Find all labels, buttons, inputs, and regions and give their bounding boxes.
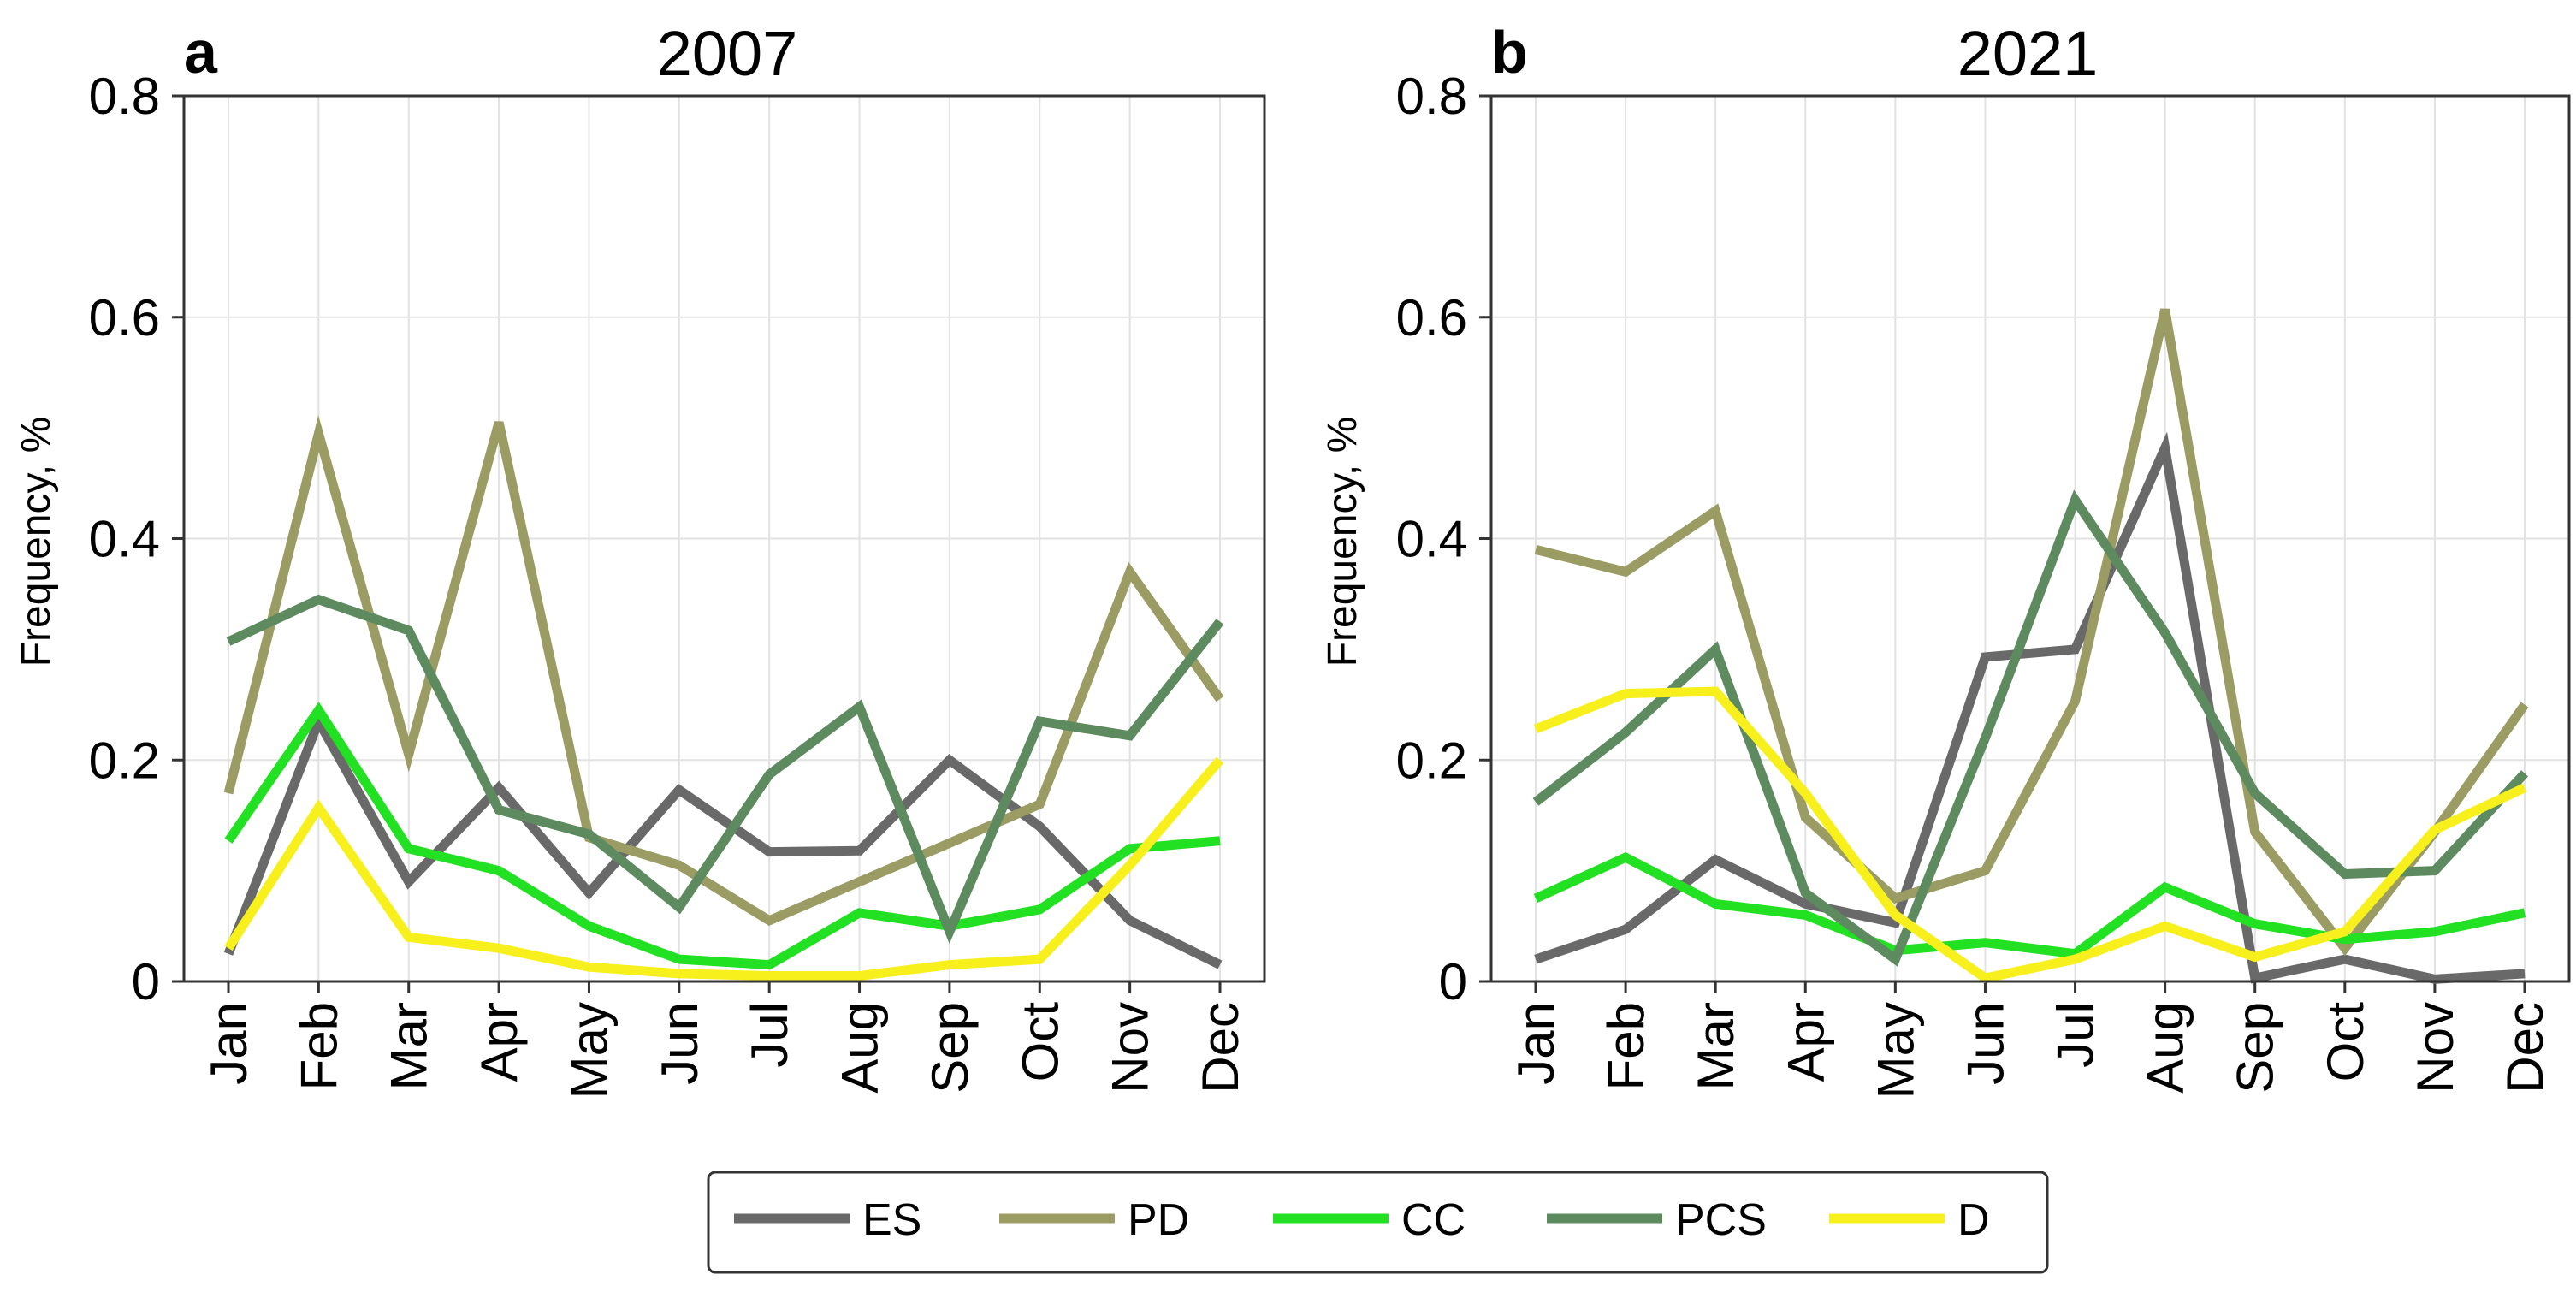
- series-line-pd: [1534, 308, 2529, 957]
- x-tick-label: Nov: [2407, 1002, 2464, 1094]
- y-tick-label: 0: [1439, 953, 1467, 1011]
- panel-letter: a: [184, 19, 218, 86]
- x-tick-label: Mar: [1687, 1002, 1744, 1090]
- x-tick-label: Jan: [200, 1002, 258, 1085]
- series-line-d: [224, 756, 1224, 981]
- x-tick-label: Mar: [381, 1002, 438, 1090]
- series-line-es: [223, 710, 1223, 969]
- x-tick-labels: Jan Feb Mar Apr May Jun Jul Aug Sep Oct Nov Dec: [200, 981, 1249, 1099]
- x-tick-label: Jul: [2047, 1002, 2105, 1068]
- y-axis-label: Frequency, %: [1320, 417, 1365, 667]
- series-line-pcs: [226, 594, 1224, 945]
- x-tick-label: May: [560, 1002, 618, 1099]
- legend-label: CC: [1401, 1195, 1466, 1245]
- legend-label: PCS: [1675, 1195, 1767, 1245]
- panel-title: 2007: [657, 18, 798, 89]
- series-lines: [223, 415, 1224, 981]
- panel-b: b 2021 Frequency, % 0 0.2 0.4 0.6 0.8 Jan Feb…: [1320, 18, 2571, 1099]
- legend-label: D: [1957, 1195, 1990, 1245]
- y-tick-label: 0.4: [89, 511, 160, 568]
- x-tick-label: Jan: [1507, 1002, 1565, 1085]
- series-lines: [1532, 308, 2529, 984]
- y-tick-labels: 0 0.2 0.4 0.6 0.8: [1396, 68, 1491, 1011]
- gridlines: [1491, 95, 2569, 982]
- panel-title: 2021: [1957, 18, 2099, 89]
- x-tick-label: Feb: [1597, 1002, 1655, 1090]
- x-tick-label: Sep: [921, 1002, 979, 1094]
- x-tick-label: Jul: [741, 1002, 798, 1068]
- x-tick-label: Jun: [651, 1002, 708, 1085]
- x-tick-label: Oct: [1011, 1002, 1069, 1082]
- y-tick-labels: 0 0.2 0.4 0.6 0.8: [89, 68, 184, 1011]
- y-tick-label: 0.6: [1396, 289, 1467, 347]
- panel-a: a 2007 Frequency, % 0 0.2 0.4 0.6 0.8 Jan Feb…: [14, 18, 1266, 1099]
- plot-frame: [1489, 94, 2571, 983]
- y-tick-label: 0.2: [89, 732, 160, 789]
- series-line-es: [1534, 431, 2526, 984]
- legend-label: ES: [862, 1195, 921, 1245]
- y-tick-label: 0.2: [1396, 732, 1467, 789]
- x-tick-label: Feb: [290, 1002, 347, 1090]
- series-line-cc: [1533, 851, 2526, 959]
- legend-label: PD: [1128, 1195, 1189, 1245]
- x-tick-label: Apr: [471, 1002, 528, 1082]
- legend: ES PD CC PCS D: [707, 1171, 2049, 1274]
- panel-letter: b: [1491, 19, 1528, 86]
- x-tick-label: Aug: [2137, 1002, 2194, 1094]
- y-tick-label: 0.8: [89, 68, 160, 125]
- plot-frame: [182, 94, 1266, 983]
- y-tick-label: 0.6: [89, 289, 160, 347]
- x-tick-label: Apr: [1777, 1002, 1834, 1082]
- y-tick-label: 0.8: [1396, 68, 1467, 125]
- series-line-pcs: [1532, 489, 2529, 967]
- y-tick-label: 0.4: [1396, 511, 1467, 568]
- series-line-pd: [223, 415, 1224, 926]
- x-tick-label: Aug: [832, 1002, 889, 1094]
- series-line-cc: [224, 702, 1221, 970]
- series-line-d: [1533, 686, 2527, 983]
- x-tick-label: Nov: [1102, 1002, 1159, 1094]
- x-tick-label: Oct: [2317, 1002, 2374, 1082]
- x-tick-label: Sep: [2227, 1002, 2284, 1094]
- x-tick-labels: Jan Feb Mar Apr May Jun Jul Aug Sep Oct Nov Dec: [1507, 981, 2554, 1099]
- x-tick-label: Dec: [1192, 1002, 1249, 1094]
- x-tick-label: Dec: [2496, 1002, 2554, 1094]
- x-tick-label: Jun: [1957, 1002, 2014, 1085]
- y-axis-label: Frequency, %: [14, 417, 59, 667]
- x-tick-label: May: [1867, 1002, 1924, 1099]
- y-tick-label: 0: [132, 953, 160, 1011]
